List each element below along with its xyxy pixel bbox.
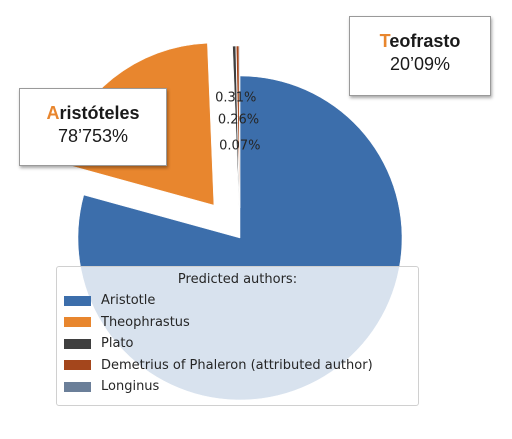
theophrastus-callout: Teofrasto 20’09% — [349, 16, 491, 96]
aristotle-callout-value: 78’753% — [57, 126, 129, 146]
legend: Predicted authors: Aristotle Theophrastus… — [56, 266, 419, 406]
legend-label: Theophrastus — [101, 314, 190, 330]
slice-demetrius-of-phaleron — [236, 45, 240, 209]
legend-item-demetrius-of-phaleron: Demetrius of Phaleron (attributed author… — [57, 355, 418, 377]
legend-label: Plato — [101, 336, 134, 352]
aristotle-callout-name: Aristóteles — [20, 103, 166, 124]
legend-items: Aristotle Theophrastus Plato Demetrius of P… — [57, 290, 418, 398]
slice-plato — [232, 45, 240, 209]
legend-label: Demetrius of Phaleron (attributed author… — [101, 357, 373, 373]
legend-swatch — [64, 295, 91, 306]
theophrastus-callout-value: 20’09% — [389, 54, 451, 74]
legend-item-longinus: Longinus — [57, 376, 418, 398]
slice-label-plato: 0.31% — [215, 91, 256, 106]
legend-item-aristotle: Aristotle — [57, 290, 418, 312]
legend-label: Aristotle — [101, 293, 156, 309]
legend-swatch — [64, 338, 91, 349]
theophrastus-callout-initial: T — [379, 31, 390, 51]
slice-longinus — [238, 45, 241, 209]
theophrastus-callout-name: Teofrasto — [350, 31, 490, 52]
aristotle-callout: Aristóteles 78’753% — [19, 88, 167, 166]
legend-swatch — [64, 360, 91, 371]
aristotle-callout-initial: A — [46, 103, 60, 123]
legend-label: Longinus — [101, 379, 160, 395]
slice-label-longinus: 0.07% — [219, 139, 260, 154]
legend-swatch — [64, 317, 91, 328]
theophrastus-callout-rest: eofrasto — [389, 31, 461, 51]
legend-swatch — [64, 381, 91, 392]
aristotle-callout-rest: ristóteles — [59, 103, 140, 123]
legend-title: Predicted authors: — [177, 272, 298, 287]
legend-item-plato: Plato — [57, 333, 418, 355]
legend-item-theophrastus: Theophrastus — [57, 312, 418, 334]
slice-label-demetrius-of-phaleron: 0.26% — [218, 113, 259, 128]
